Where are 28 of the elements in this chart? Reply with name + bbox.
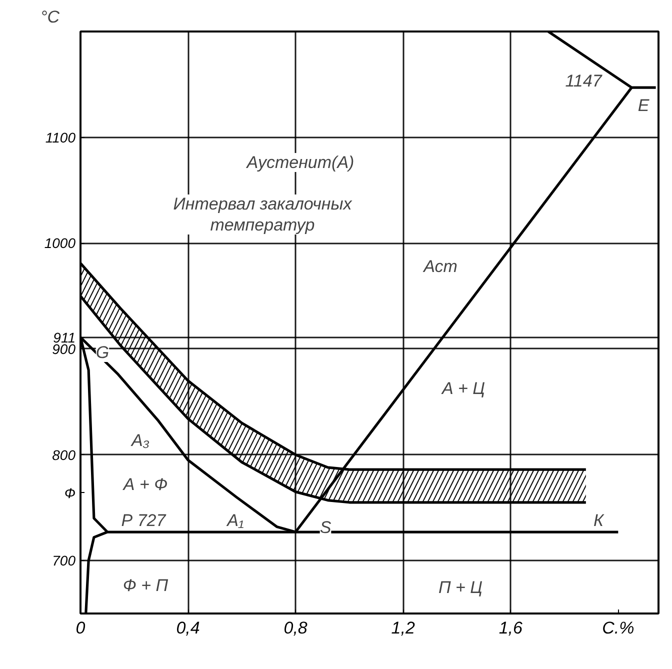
annotation: Ф + П bbox=[122, 576, 169, 595]
annotation: E bbox=[638, 96, 650, 115]
y-tick-label: Ф bbox=[64, 484, 76, 501]
annotation: А₃ bbox=[130, 431, 150, 450]
annotation: П + Ц bbox=[438, 578, 483, 597]
annotation: Р 727 bbox=[121, 511, 166, 530]
x-axis-title: С.% bbox=[602, 618, 634, 638]
annotation: 1147 bbox=[565, 72, 602, 90]
x-tick-label: 1,6 bbox=[498, 618, 523, 638]
y-tick-label: 1100 bbox=[45, 129, 76, 146]
annotation: S bbox=[320, 518, 332, 537]
annotation: А₁ bbox=[226, 511, 244, 530]
annotation: Аустенит(А) bbox=[246, 153, 354, 172]
y-tick-label: 800 bbox=[52, 446, 76, 463]
annotation: Аст bbox=[422, 257, 458, 276]
annotation: Интервал закалочных температур bbox=[173, 194, 352, 234]
y-tick-label: 911 bbox=[53, 329, 76, 346]
y-axis-title: °С bbox=[40, 8, 60, 26]
x-tick-label: 0,4 bbox=[176, 618, 200, 638]
y-tick-label: 1000 bbox=[44, 235, 76, 252]
annotation: К bbox=[593, 511, 604, 530]
x-tick-label: 0 bbox=[76, 618, 86, 638]
annotation: А + Ф bbox=[122, 475, 168, 494]
annotation: G bbox=[96, 343, 110, 362]
annotation: А + Ц bbox=[440, 379, 486, 398]
x-tick-label: 0,8 bbox=[284, 618, 308, 638]
x-tick-label: 1,2 bbox=[391, 618, 416, 638]
y-tick-label: 700 bbox=[52, 552, 76, 569]
